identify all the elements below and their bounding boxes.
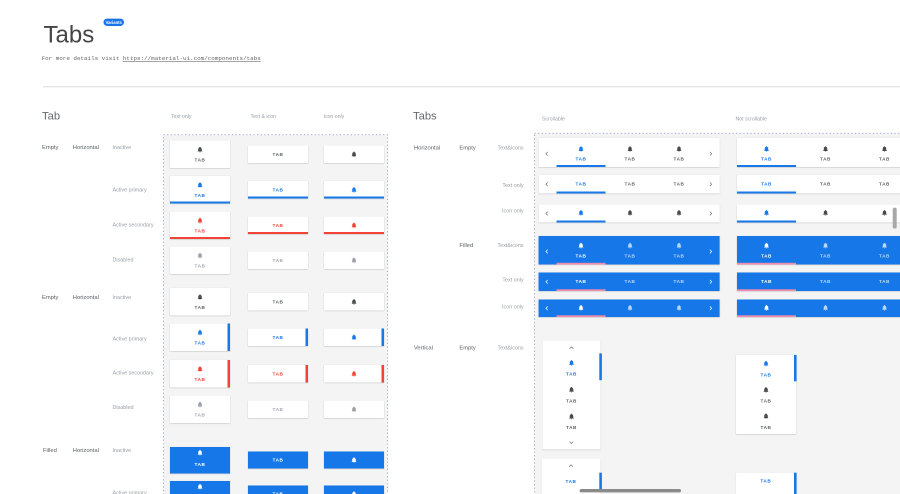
svg-text:Inactive: Inactive [113, 145, 132, 151]
svg-text:TAB: TAB [273, 152, 284, 157]
svg-text:TAB: TAB [674, 181, 685, 186]
svg-text:TAB: TAB [761, 372, 772, 377]
svg-text:Active secondary: Active secondary [113, 371, 154, 377]
svg-text:TAB: TAB [273, 299, 284, 304]
svg-text:Inactive: Inactive [113, 295, 132, 301]
svg-text:Disabled: Disabled [113, 258, 134, 264]
svg-text:TAB: TAB [566, 398, 577, 403]
svg-text:Empty: Empty [459, 146, 476, 152]
svg-text:Variants: Variants [106, 20, 123, 25]
svg-text:Text only: Text only [171, 114, 192, 120]
svg-text:TAB: TAB [273, 492, 284, 494]
svg-text:TAB: TAB [566, 479, 577, 484]
svg-text:TAB: TAB [625, 157, 636, 162]
svg-text:TAB: TAB [195, 158, 206, 163]
svg-text:Vertical: Vertical [414, 345, 433, 351]
svg-text:Text only: Text only [502, 278, 524, 284]
svg-text:TAB: TAB [674, 157, 685, 162]
svg-text:Text&icons: Text&icons [498, 146, 524, 152]
svg-text:Empty: Empty [459, 345, 476, 351]
svg-text:TAB: TAB [761, 399, 772, 404]
svg-text:TAB: TAB [273, 258, 284, 263]
svg-text:TAB: TAB [195, 264, 206, 269]
svg-text:Text only: Text only [502, 183, 524, 189]
svg-text:TAB: TAB [761, 425, 772, 430]
svg-text:Disabled: Disabled [113, 405, 134, 411]
svg-text:Filled: Filled [43, 448, 57, 454]
svg-text:Empty: Empty [42, 295, 59, 301]
svg-text:Empty: Empty [42, 145, 59, 151]
svg-text:Text&icons: Text&icons [498, 243, 524, 249]
svg-text:Tabs: Tabs [44, 21, 95, 48]
svg-text:TAB: TAB [273, 407, 284, 412]
svg-text:TAB: TAB [674, 253, 685, 258]
svg-text:TAB: TAB [576, 157, 587, 162]
svg-text:TAB: TAB [273, 223, 284, 228]
svg-text:TAB: TAB [820, 253, 831, 258]
svg-text:TAB: TAB [576, 279, 587, 284]
svg-text:Inactive: Inactive [113, 448, 132, 454]
svg-text:TAB: TAB [625, 181, 636, 186]
svg-text:TAB: TAB [761, 253, 772, 258]
svg-text:TAB: TAB [195, 305, 206, 310]
svg-text:Text&icons: Text&icons [498, 345, 524, 351]
svg-text:Icon only: Icon only [502, 209, 524, 215]
svg-text:TAB: TAB [625, 279, 636, 284]
svg-text:TAB: TAB [761, 157, 772, 162]
svg-text:Filled: Filled [459, 243, 473, 249]
svg-text:TAB: TAB [195, 462, 206, 467]
svg-text:TAB: TAB [566, 372, 577, 377]
svg-text:TAB: TAB [879, 279, 890, 284]
svg-text:TAB: TAB [879, 181, 890, 186]
svg-text:TAB: TAB [566, 425, 577, 430]
svg-text:Horizontal: Horizontal [414, 146, 440, 152]
svg-text:Scrollable: Scrollable [542, 116, 565, 122]
svg-text:Horizontal: Horizontal [73, 448, 99, 454]
svg-text:TAB: TAB [820, 181, 831, 186]
svg-text:Active primary: Active primary [113, 491, 147, 494]
svg-text:Active primary: Active primary [113, 337, 147, 343]
svg-text:TAB: TAB [195, 229, 206, 234]
svg-text:For more details visit https:/: For more details visit https://material-… [42, 55, 262, 62]
svg-text:Icon only: Icon only [324, 114, 345, 120]
svg-text:TAB: TAB [820, 157, 831, 162]
svg-text:TAB: TAB [576, 181, 587, 186]
svg-text:TAB: TAB [576, 253, 587, 258]
svg-text:TAB: TAB [195, 413, 206, 418]
svg-text:TAB: TAB [625, 253, 636, 258]
svg-text:TAB: TAB [195, 193, 206, 198]
svg-text:Tab: Tab [42, 110, 60, 122]
svg-text:Text & icon: Text & icon [251, 114, 276, 120]
svg-text:TAB: TAB [195, 377, 206, 382]
svg-text:Not scrollable: Not scrollable [736, 116, 768, 122]
svg-text:Horizontal: Horizontal [73, 145, 99, 151]
svg-text:TAB: TAB [760, 479, 771, 484]
svg-text:Horizontal: Horizontal [73, 295, 99, 301]
svg-text:TAB: TAB [820, 279, 831, 284]
svg-text:Active primary: Active primary [113, 188, 147, 194]
svg-text:Active secondary: Active secondary [113, 223, 154, 229]
svg-text:TAB: TAB [761, 279, 772, 284]
svg-text:TAB: TAB [879, 253, 890, 258]
svg-text:Icon only: Icon only [502, 305, 524, 311]
svg-text:Tabs: Tabs [413, 110, 437, 122]
svg-text:TAB: TAB [273, 187, 284, 192]
svg-text:TAB: TAB [761, 181, 772, 186]
svg-text:TAB: TAB [195, 341, 206, 346]
svg-text:TAB: TAB [674, 279, 685, 284]
svg-text:TAB: TAB [879, 157, 890, 162]
svg-text:TAB: TAB [273, 335, 284, 340]
svg-text:TAB: TAB [273, 458, 284, 463]
svg-text:TAB: TAB [273, 371, 284, 376]
